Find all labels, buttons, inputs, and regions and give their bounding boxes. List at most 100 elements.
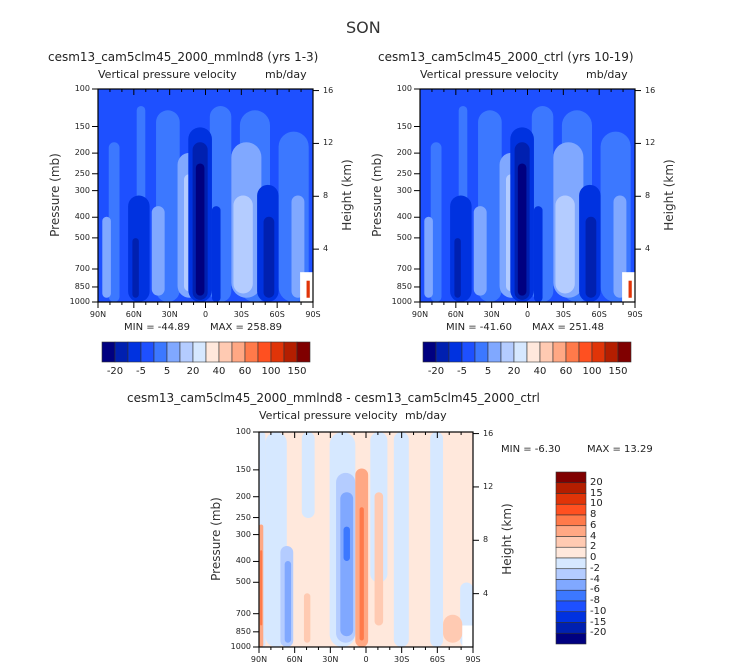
x-tick-label: 90N xyxy=(250,655,268,664)
contour-region xyxy=(450,195,472,302)
panel1-max: MAX = 258.89 xyxy=(210,322,283,333)
colorbar-swatch xyxy=(555,557,587,570)
x-tick-label: 30S xyxy=(394,655,410,664)
contour-region xyxy=(533,206,543,302)
colorbar-swatch xyxy=(101,341,116,363)
colorbar-swatch xyxy=(140,341,155,363)
colorbar-label: 20 xyxy=(186,366,200,377)
x-tick-label: 90S xyxy=(305,310,321,319)
y-axis-right-label: Height (km) xyxy=(500,502,514,575)
colorbar-label: -5 xyxy=(136,366,146,377)
colorbar-swatch xyxy=(555,600,587,613)
y-right-tick-label: 8 xyxy=(483,535,489,545)
contour-region xyxy=(132,238,139,298)
colorbar-label: 5 xyxy=(484,366,492,377)
panel2-max: MAX = 251.48 xyxy=(532,322,605,333)
y-right-tick-label: 16 xyxy=(323,85,334,95)
colorbar-swatch xyxy=(555,536,587,548)
colorbar-swatch xyxy=(555,482,587,494)
colorbar-label: -20 xyxy=(106,366,124,377)
colorbar-label: 2 xyxy=(590,541,597,553)
y-tick-label: 400 xyxy=(396,212,412,222)
x-tick-label: 90S xyxy=(627,310,643,319)
colorbar-label: 150 xyxy=(608,366,628,377)
contour-region xyxy=(628,280,632,298)
y-axis-label: Pressure (mb) xyxy=(209,496,223,581)
contour-region xyxy=(284,561,292,643)
y-right-tick-label: 4 xyxy=(323,244,329,254)
contour-region xyxy=(424,216,433,298)
panel1-variable: Vertical pressure velocity xyxy=(98,68,237,81)
y-tick-label: 150 xyxy=(235,464,251,474)
y-tick-label: 300 xyxy=(235,529,251,539)
x-tick-label: 60S xyxy=(429,655,445,664)
y-tick-label: 400 xyxy=(74,212,90,222)
y-tick-label: 200 xyxy=(396,148,412,158)
colorbar-swatch xyxy=(231,341,246,363)
y-tick-label: 150 xyxy=(396,121,412,131)
x-tick-label: 60S xyxy=(269,310,285,319)
y-right-tick-label: 8 xyxy=(645,191,651,201)
x-tick-label: 60N xyxy=(125,310,142,319)
contour-region xyxy=(260,550,263,626)
x-tick-label: 60S xyxy=(591,310,607,319)
colorbar-label: 100 xyxy=(261,366,281,377)
y-right-tick-label: 16 xyxy=(645,85,656,95)
panel1-units: mb/day xyxy=(265,68,307,81)
colorbar-swatch xyxy=(435,341,450,363)
contour-region xyxy=(393,432,409,647)
panel2-variable: Vertical pressure velocity xyxy=(420,68,559,81)
colorbar-swatch xyxy=(555,546,587,559)
panel2-min: MIN = -41.60 xyxy=(446,322,513,333)
x-tick-label: 0 xyxy=(363,655,369,664)
colorbar-swatch xyxy=(296,341,311,363)
x-tick-label: 60N xyxy=(286,655,303,664)
contour-region xyxy=(108,142,120,302)
panel3-colorbar xyxy=(555,471,587,645)
contour-region xyxy=(517,163,527,296)
colorbar-label: 0 xyxy=(590,552,597,563)
colorbar-swatch xyxy=(555,632,587,645)
contour-region xyxy=(151,206,165,296)
contour-region xyxy=(473,206,487,296)
colorbar-label: 6 xyxy=(590,519,597,531)
x-tick-label: 90N xyxy=(89,310,107,319)
contour-region xyxy=(585,216,597,298)
figure-title: SON xyxy=(346,18,381,37)
contour-region xyxy=(263,216,275,298)
colorbar-swatch xyxy=(257,341,272,363)
y-right-tick-label: 12 xyxy=(645,138,656,148)
contour-region xyxy=(102,216,111,298)
contour-region xyxy=(359,507,364,641)
panel1-plot xyxy=(92,88,319,308)
colorbar-swatch xyxy=(218,341,233,363)
missing-data-region xyxy=(462,625,473,647)
panel2-colorbar xyxy=(422,341,632,363)
y-right-tick-label: 8 xyxy=(323,191,329,201)
colorbar-swatch xyxy=(555,471,587,484)
y-right-tick-label: 16 xyxy=(483,428,494,438)
colorbar-label: 5 xyxy=(163,366,171,377)
contour-region xyxy=(430,432,444,647)
colorbar-label: -8 xyxy=(590,595,600,606)
y-tick-label: 250 xyxy=(74,168,90,178)
colorbar-swatch xyxy=(555,568,587,580)
colorbar-swatch xyxy=(526,341,541,363)
colorbar-label: 60 xyxy=(238,366,252,377)
colorbar-swatch xyxy=(127,341,142,363)
colorbar-swatch xyxy=(555,493,587,505)
colorbar-swatch xyxy=(555,622,587,634)
y-tick-label: 150 xyxy=(74,121,90,131)
x-tick-label: 90S xyxy=(465,655,481,664)
colorbar-swatch xyxy=(153,341,168,363)
colorbar-swatch xyxy=(555,611,587,623)
y-tick-label: 500 xyxy=(74,232,90,242)
colorbar-swatch xyxy=(578,341,593,363)
contour-region xyxy=(211,206,221,302)
y-tick-label: 700 xyxy=(235,608,251,618)
panel3-min: MIN = -6.30 xyxy=(501,444,561,455)
contour-region xyxy=(340,492,354,637)
contour-region xyxy=(454,238,461,298)
y-tick-label: 300 xyxy=(74,185,90,195)
x-tick-label: 30S xyxy=(233,310,249,319)
